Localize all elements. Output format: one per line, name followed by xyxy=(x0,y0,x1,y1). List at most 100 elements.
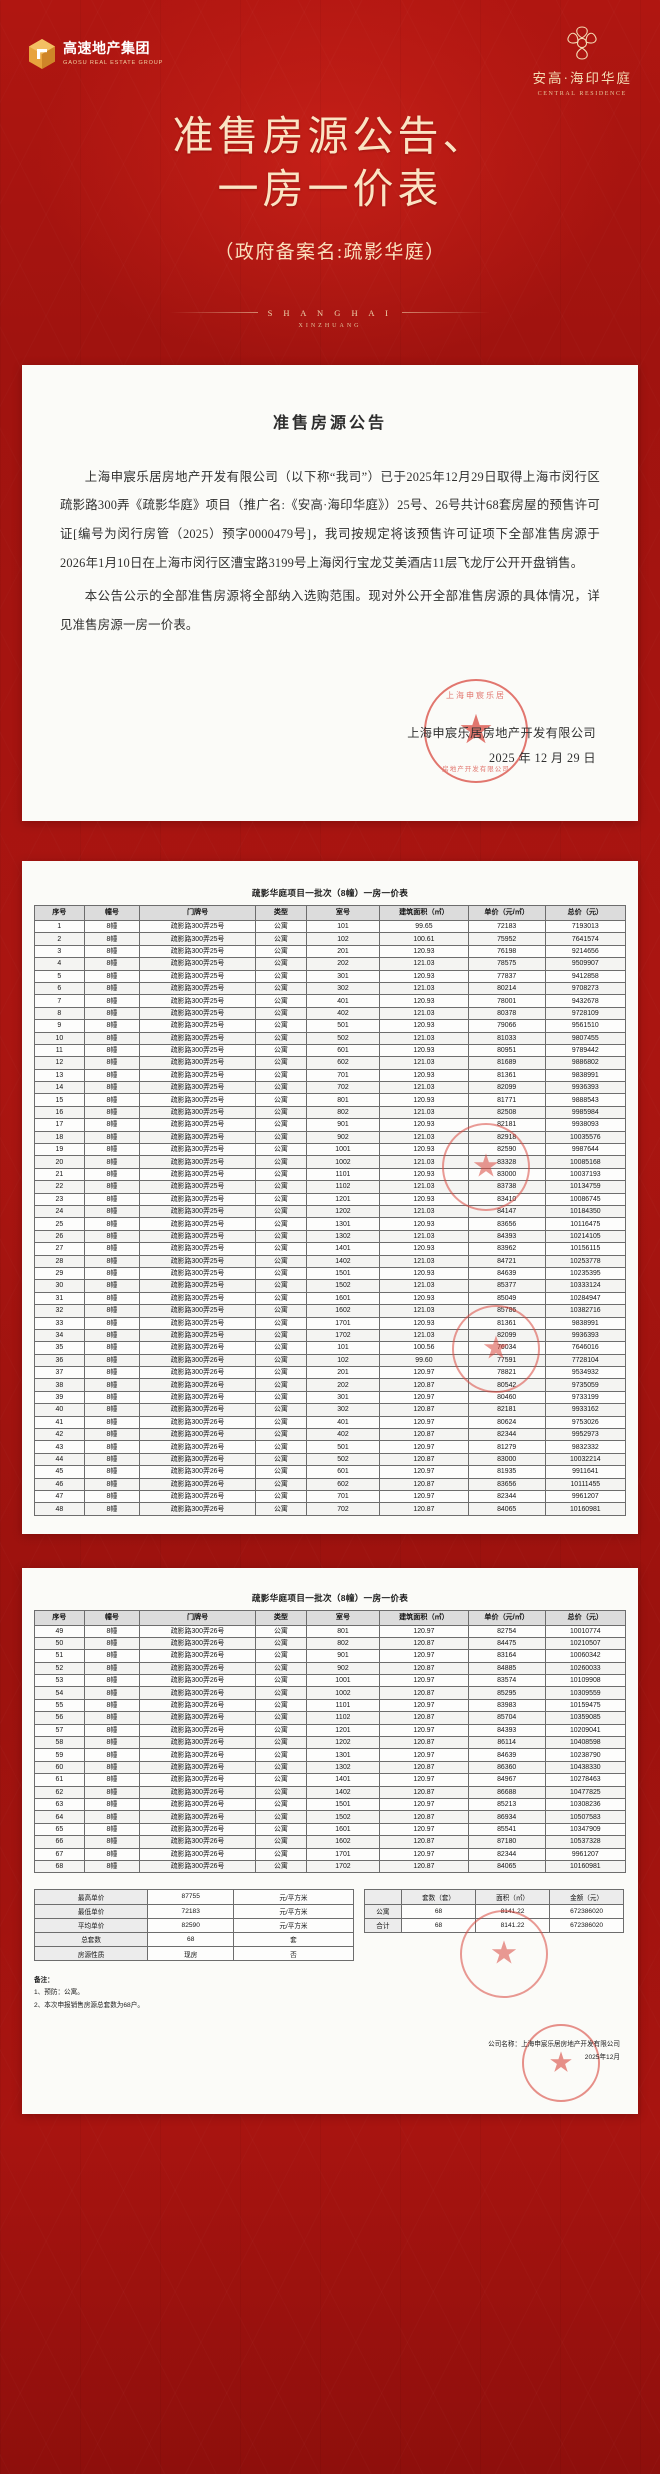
cell-building: 8幢 xyxy=(83,1859,141,1874)
seal-star-icon: ★ xyxy=(459,712,493,749)
cell-building: 8幢 xyxy=(83,1130,141,1145)
cell-unit-price: 82590 xyxy=(467,1143,546,1157)
cell-address: 疏影路300弄25号 xyxy=(139,1118,257,1132)
table-row: 42 8幢 疏影路300弄26号 公寓 402 120.87 82344 9952973 xyxy=(34,1428,627,1442)
page-title-line2: 一房一价表 xyxy=(217,166,443,213)
cell-index: 45 xyxy=(34,1465,85,1479)
table-row: 26 8幢 疏影路300弄25号 公寓 1302 121.03 84393 10214105 xyxy=(34,1229,627,1244)
cell-area: 120.93 xyxy=(379,1019,469,1033)
cell-room: 402 xyxy=(305,1006,381,1021)
col-header-room: 室号 xyxy=(305,1609,381,1626)
col-header-building: 幢号 xyxy=(83,1609,141,1626)
cell-unit-price: 81033 xyxy=(467,1031,546,1045)
summary-label: 总套数 xyxy=(33,1931,149,1948)
cell-building: 8幢 xyxy=(83,1279,141,1293)
cell-building: 8幢 xyxy=(83,1204,141,1219)
table-row: 32 8幢 疏影路300弄25号 公寓 1602 121.03 85786 10382716 xyxy=(34,1304,627,1318)
cell-unit-price: 82508 xyxy=(467,1105,546,1120)
cell-unit-price: 85786 xyxy=(467,1304,546,1318)
table-header-row: 序号 幢号 门牌号 类型 室号 建筑面积（㎡） 单价（元/㎡） 总价（元） xyxy=(34,905,627,922)
cell-room: 1202 xyxy=(305,1204,381,1219)
cell-total-price: 7728104 xyxy=(544,1353,627,1368)
cell-room: 602 xyxy=(305,1477,381,1492)
col-header-address: 门牌号 xyxy=(139,905,257,922)
notes-block: 备注： 1、预防：公寓。 2、本次申报销售房源总套数为68户。 xyxy=(34,1975,626,2012)
cell-address: 疏影路300弄26号 xyxy=(139,1390,257,1405)
cell-type: 公寓 xyxy=(255,1636,307,1651)
cell-index: 4 xyxy=(34,957,85,971)
cell-address: 疏影路300弄25号 xyxy=(139,1242,257,1256)
cell-unit-price: 84065 xyxy=(467,1859,546,1874)
cell-room: 1602 xyxy=(305,1835,381,1849)
cell-unit-price: 83000 xyxy=(467,1452,546,1467)
cell-total-price: 9938093 xyxy=(544,1118,627,1132)
price-table-body-1: 1 8幢 疏影路300弄25号 公寓 101 99.65 72183 7193013 2 8幢 疏影… xyxy=(34,919,627,1516)
note-item: 2、本次申报销售房源总套数为68户。 xyxy=(34,2001,144,2009)
cell-building: 8幢 xyxy=(83,1254,141,1268)
cell-building: 8幢 xyxy=(83,1353,141,1368)
cell-index: 43 xyxy=(34,1440,85,1454)
cell-address: 疏影路300弄26号 xyxy=(139,1403,257,1417)
cell-building: 8幢 xyxy=(83,1390,141,1405)
cell-total-price: 10037193 xyxy=(544,1167,627,1182)
cell-type: 公寓 xyxy=(255,1006,307,1021)
table-row: 58 8幢 疏影路300弄26号 公寓 1202 120.87 86114 10408598 xyxy=(34,1735,627,1750)
cell-type: 公寓 xyxy=(255,1674,307,1688)
cell-room: 1401 xyxy=(305,1242,381,1256)
place-name-sub: XINZHUANG xyxy=(298,322,362,329)
cell-unit-price: 83983 xyxy=(467,1698,546,1713)
cell-type: 公寓 xyxy=(255,1810,307,1824)
cell-building: 8幢 xyxy=(83,1773,141,1787)
table-row: 51 8幢 疏影路300弄26号 公寓 901 120.97 83164 10060342 xyxy=(34,1649,627,1663)
cell-type: 公寓 xyxy=(255,1316,307,1330)
signature-company: 上海申宸乐居房地产开发有限公司 xyxy=(407,726,596,741)
table-row: 1 8幢 疏影路300弄25号 公寓 101 99.65 72183 7193013 xyxy=(34,919,627,934)
cell-address: 疏影路300弄25号 xyxy=(139,1143,257,1157)
cell-total-price: 9933162 xyxy=(544,1403,627,1417)
cell-room: 1601 xyxy=(305,1291,381,1306)
cell-room: 701 xyxy=(305,1489,381,1504)
cell-type: 公寓 xyxy=(255,1328,307,1343)
table-row: 50 8幢 疏影路300弄26号 公寓 802 120.87 84475 10210507 xyxy=(34,1636,627,1651)
cell-total-price: 9432678 xyxy=(544,994,627,1008)
cell-building: 8幢 xyxy=(83,1143,141,1157)
cell-index: 25 xyxy=(34,1217,85,1231)
cell-building: 8幢 xyxy=(83,919,141,934)
cell-unit-price: 84639 xyxy=(467,1266,546,1281)
price-table-2: 序号 幢号 门牌号 类型 室号 建筑面积（㎡） 单价（元/㎡） 总价（元） 49… xyxy=(34,1609,627,1874)
title-block: 准售房源公告、 一房一价表 （政府备案名:疏影华庭） S H A N G H A… xyxy=(0,92,660,329)
cell-address: 疏影路300弄26号 xyxy=(139,1847,257,1861)
cell-address: 疏影路300弄25号 xyxy=(139,969,257,983)
cell-type: 公寓 xyxy=(255,1242,307,1256)
cell-type: 公寓 xyxy=(255,1452,307,1467)
cell-unit-price: 80460 xyxy=(467,1390,546,1405)
cell-area: 121.03 xyxy=(379,1279,469,1293)
cell-building: 8幢 xyxy=(83,1748,141,1762)
cell-area: 100.61 xyxy=(379,932,469,946)
cell-address: 疏影路300弄26号 xyxy=(139,1748,257,1762)
cell-address: 疏影路300弄25号 xyxy=(139,1068,257,1083)
cell-building: 8幢 xyxy=(83,981,141,996)
cell-index: 22 xyxy=(34,1180,85,1194)
cell-unit-price: 81361 xyxy=(467,1068,546,1083)
cell-type: 公寓 xyxy=(255,1378,307,1392)
cell-total-price: 10253778 xyxy=(544,1254,627,1268)
cell-address: 疏影路300弄25号 xyxy=(139,957,257,971)
table-row: 33 8幢 疏影路300弄25号 公寓 1701 120.93 81361 9838991 xyxy=(34,1316,627,1330)
cell-type: 公寓 xyxy=(255,1304,307,1318)
cell-area: 120.93 xyxy=(379,1093,469,1107)
cell-index: 38 xyxy=(34,1378,85,1392)
cell-address: 疏影路300弄26号 xyxy=(139,1859,257,1874)
cell-room: 501 xyxy=(305,1440,381,1454)
cell-index: 31 xyxy=(34,1291,85,1306)
table-row: 21 8幢 疏影路300弄25号 公寓 1101 120.93 83000 10037193 xyxy=(34,1167,627,1182)
cell-total-price: 9733199 xyxy=(544,1390,627,1405)
cell-area: 121.03 xyxy=(379,1328,469,1343)
cell-building: 8幢 xyxy=(83,1465,141,1479)
seal-bottom-text: 房地产开发有限公司 xyxy=(442,766,510,774)
summary-label: 公寓 xyxy=(363,1903,403,1919)
cell-total-price: 9985984 xyxy=(544,1105,627,1120)
cell-unit-price: 85295 xyxy=(467,1686,546,1700)
table-row: 7 8幢 疏影路300弄25号 公寓 401 120.93 78001 9432678 xyxy=(34,994,627,1008)
cell-index: 44 xyxy=(34,1452,85,1467)
